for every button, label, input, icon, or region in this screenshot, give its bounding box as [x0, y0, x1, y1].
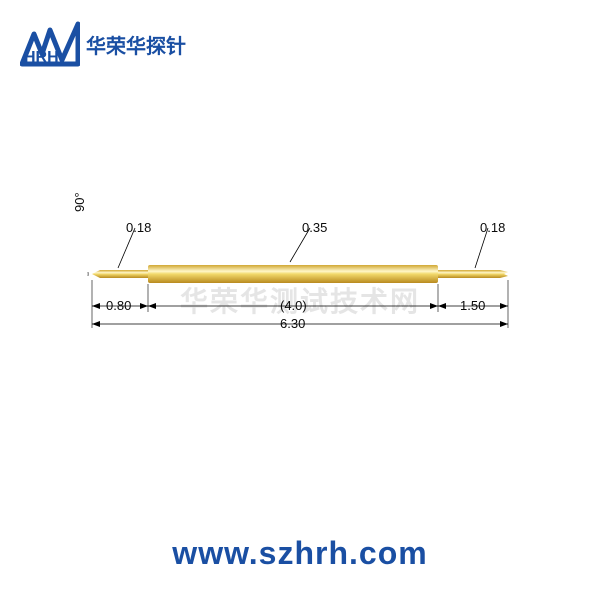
body-diameter-label: 0.35 — [302, 220, 327, 235]
total-length-label: 6.30 — [280, 316, 305, 331]
right-diameter-label: 0.18 — [480, 220, 505, 235]
left-diameter-label: 0.18 — [126, 220, 151, 235]
probe-diagram: 90° 0.18 0.35 0.18 0.80 (4.0) 1.50 6.30 — [80, 220, 520, 340]
company-url: www.szhrh.com — [0, 535, 600, 572]
logo-abbr: HRH — [24, 49, 59, 66]
segment-mid-label: (4.0) — [280, 298, 307, 313]
segment-right-label: 1.50 — [460, 298, 485, 313]
segment-left-label: 0.80 — [106, 298, 131, 313]
logo-chinese-text: 华荣华探针 — [86, 30, 186, 59]
tip-angle-label: 90° — [72, 192, 87, 212]
logo-mark-icon: HRH — [20, 20, 80, 68]
company-logo: HRH 华荣华探针 — [20, 20, 186, 68]
